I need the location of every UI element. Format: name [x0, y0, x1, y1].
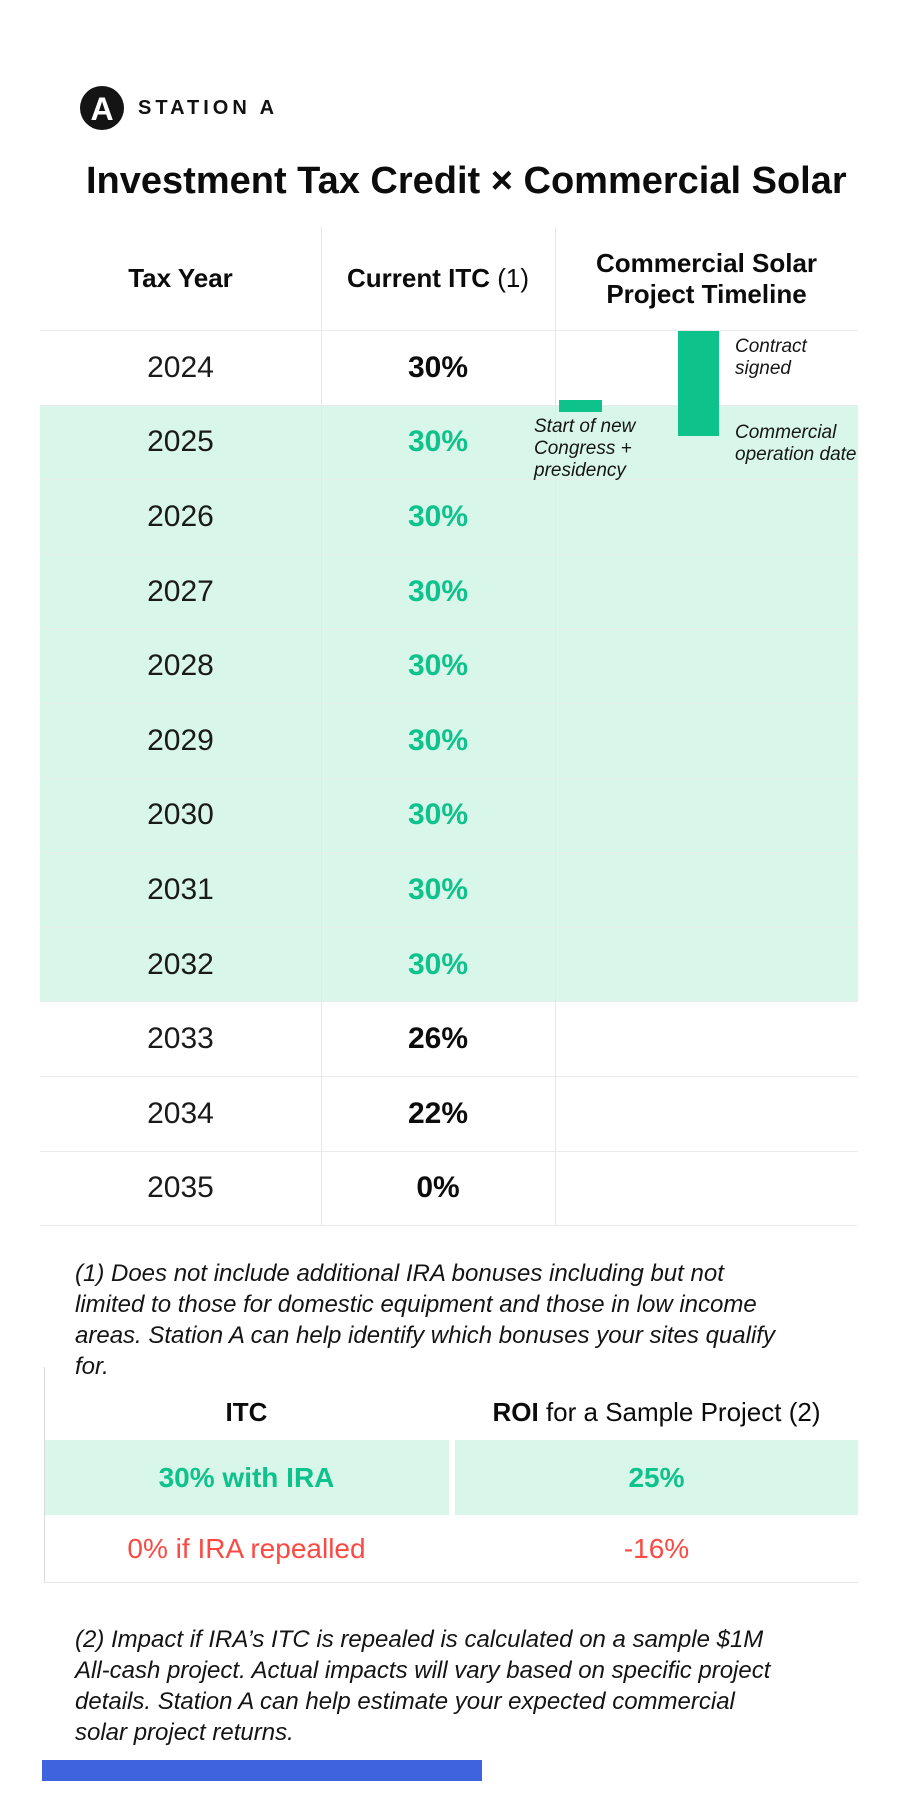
- footnote-2: (2) Impact if IRA’s ITC is repealed is c…: [75, 1626, 771, 1746]
- table-row-2031: 2031 30%: [40, 852, 858, 927]
- table-row-2032: 2032 30%: [40, 926, 858, 1002]
- page-title: Investment Tax Credit × Commercial Solar: [86, 160, 847, 203]
- table-row-2029: 2029 30%: [40, 702, 858, 778]
- svg-text:A: A: [90, 91, 113, 127]
- table-row-2024: 2024 30%: [40, 330, 858, 405]
- table-row-2034: 2034 22%: [40, 1075, 858, 1151]
- brand-wordmark: STATION A: [138, 96, 279, 119]
- table-row-2030: 2030 30%: [40, 777, 858, 853]
- roi-repealed-value: -16%: [623, 1532, 690, 1564]
- roi-row-with-ira: 30% with IRA 25%: [44, 1440, 858, 1515]
- roi-with-ira-value: 25%: [455, 1440, 858, 1515]
- itc-table-header-row: Tax Year Current ITC (1) Commercial Sola…: [40, 227, 858, 330]
- footer-blue-bar: [42, 1760, 482, 1781]
- roi-comparison-table: ITC ROI for a Sample Project (2) 30% wit…: [44, 1367, 858, 1583]
- roi-table-left-border: [44, 1367, 45, 1583]
- table-row-2025: 2025 30%: [40, 404, 858, 480]
- roi-table-header-row: ITC ROI for a Sample Project (2): [44, 1385, 858, 1440]
- page-title-separator: ×: [480, 160, 524, 202]
- header-roi: ROI for a Sample Project (2): [492, 1397, 821, 1427]
- header-project-timeline: Commercial Solar Project Timeline: [595, 247, 818, 309]
- itc-repealed-value: 0% if IRA repealled: [127, 1532, 366, 1564]
- table-row-2035: 2035 0%: [40, 1150, 858, 1226]
- station-a-logo-icon: A: [80, 86, 124, 130]
- page-title-regular: Commercial Solar: [523, 160, 847, 202]
- header-current-itc: Current ITC (1): [346, 263, 529, 293]
- roi-row-repealed: 0% if IRA repealled -16%: [44, 1515, 858, 1583]
- table-row-2033: 2033 26%: [40, 1001, 858, 1076]
- table-row-2026: 2026 30%: [40, 479, 858, 554]
- header-tax-year: Tax Year: [128, 263, 233, 293]
- table-row-2028: 2028 30%: [40, 628, 858, 703]
- page-title-bold: Investment Tax Credit: [86, 160, 481, 202]
- column-divider-2: [555, 227, 556, 1227]
- brand-logo: A STATION A: [80, 86, 278, 130]
- table-row-2027: 2027 30%: [40, 553, 858, 629]
- itc-schedule-table: Tax Year Current ITC (1) Commercial Sola…: [40, 227, 858, 1227]
- footnote-1: (1) Does not include additional IRA bonu…: [75, 1260, 775, 1380]
- itc-with-ira-value: 30% with IRA: [44, 1440, 449, 1515]
- header-itc: ITC: [225, 1397, 268, 1427]
- column-divider-1: [321, 227, 322, 1227]
- itc-table-body: 2024 30% 2025 30% 2026 30% 2027 30% 2028 30% …: [40, 330, 858, 1227]
